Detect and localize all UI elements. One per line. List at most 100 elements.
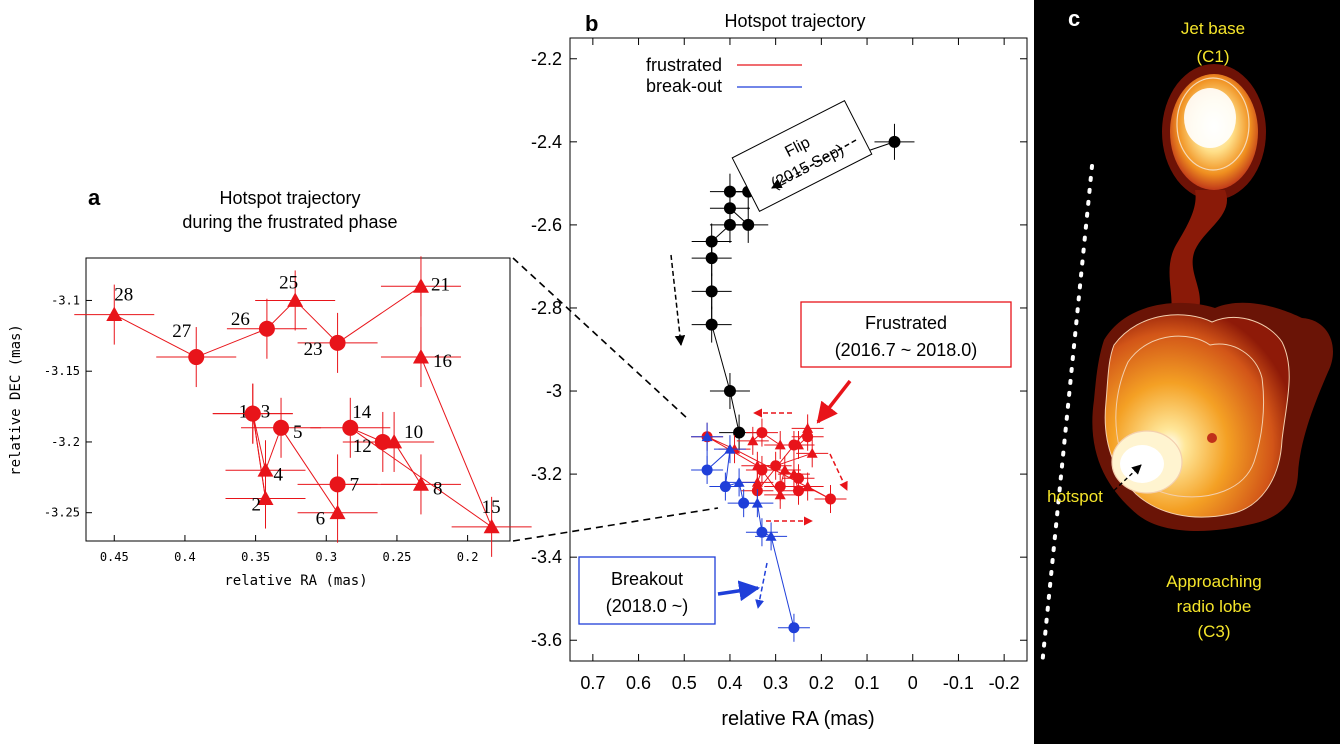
- radio-lobe-blob: [1092, 302, 1333, 531]
- panel-b-series: [691, 123, 915, 642]
- b-point-triangle-frustrated: [779, 464, 791, 475]
- b-point-circle-frustrated: [824, 493, 836, 505]
- b-point-circle-frustrated: [793, 485, 804, 497]
- flip-down-arrow: [670, 254, 686, 347]
- b-point-circle-flip: [733, 426, 746, 439]
- a-point-label-1: 1: [239, 402, 249, 423]
- b-point-circle-break-out: [719, 481, 731, 493]
- a-point-label-7: 7: [350, 474, 360, 495]
- a-point-label-25: 25: [279, 272, 298, 293]
- b-y-tick-label: -2.6: [531, 215, 562, 235]
- panel-c-letter: c: [1068, 6, 1080, 31]
- a-point-circle-7: [329, 476, 346, 493]
- b-point-circle-flip: [705, 252, 718, 265]
- a-point-label-3: 3: [261, 402, 271, 423]
- a-trajectory-segment: [280, 427, 338, 513]
- legend-frustrated-label: frustrated: [646, 55, 722, 75]
- a-point-label-14: 14: [352, 402, 372, 423]
- b-y-tick-label: -2.8: [531, 298, 562, 318]
- jet-base-label-line2: (C1): [1196, 47, 1229, 66]
- panel-b-legend: frustrated break-out: [646, 55, 802, 96]
- hotspot-label: hotspot: [1047, 487, 1103, 506]
- breakout-box-line1: Breakout: [611, 569, 683, 589]
- b-x-tick-label: 0.6: [626, 673, 651, 693]
- b-point-circle-break-out: [756, 526, 768, 538]
- a-x-tick-label: 0.45: [100, 550, 129, 564]
- a-point-triangle-25: [287, 292, 304, 307]
- a-point-circle-5: [273, 419, 290, 436]
- frustrated-box-line2: (2016.7 ~ 2018.0): [835, 340, 978, 360]
- b-point-triangle-frustrated: [747, 435, 759, 446]
- b-point-triangle-break-out: [765, 530, 777, 541]
- a-point-circle-3: [244, 405, 261, 422]
- a-point-label-12: 12: [353, 436, 372, 457]
- a-point-circle-12: [374, 433, 391, 450]
- b-point-triangle-frustrated: [806, 447, 818, 458]
- a-trajectory-segment: [252, 413, 266, 471]
- a-trajectory-segment: [393, 441, 422, 485]
- a-point-label-15: 15: [482, 497, 501, 518]
- a-point-circle-26: [258, 320, 275, 337]
- jet-base-blob: [1162, 64, 1266, 200]
- panel-b: b Hotspot trajectory 0.7 0.6 0.5 0.4 0.3 0.2 0…: [531, 11, 1028, 730]
- b-point-triangle-frustrated: [751, 476, 763, 487]
- panel-a-y-label: relative DEC (mas): [8, 324, 24, 476]
- b-point-circle-frustrated: [756, 427, 768, 439]
- b-y-tick-label: -3.6: [531, 630, 562, 650]
- a-point-label-23: 23: [304, 339, 323, 360]
- breakout-box-line2: (2018.0 ~): [606, 596, 689, 616]
- a-trajectory-segment: [294, 300, 338, 344]
- breakout-box: [578, 556, 716, 625]
- a-point-circle-27: [188, 349, 205, 366]
- a-point-label-27: 27: [172, 321, 191, 342]
- frustrated-arrow: [816, 379, 852, 424]
- panel-b-x-label: relative RA (mas): [721, 708, 874, 730]
- a-trajectory-segment: [196, 328, 268, 358]
- panel-a-y-ticks: -3.1 -3.15 -3.2 -3.25: [44, 293, 92, 520]
- b-x-tick-label: 0.3: [763, 673, 788, 693]
- a-trajectory-segment: [420, 356, 493, 528]
- b-point-triangle-break-out: [701, 431, 713, 442]
- frustrated-box: [800, 301, 1012, 368]
- a-point-label-4: 4: [273, 464, 283, 485]
- a-point-triangle-8: [412, 476, 429, 491]
- jet-axis-dotted-line: [1040, 164, 1094, 668]
- a-x-tick-label: 0.3: [315, 550, 337, 564]
- panel-b-y-ticks: -2.2 -2.4 -2.6 -2.8 -3 -3.2 -3.4 -3.6: [531, 49, 1027, 650]
- panel-a-x-ticks: 0.45 0.4 0.35 0.3 0.25 0.2: [100, 535, 478, 564]
- a-point-label-8: 8: [433, 478, 443, 499]
- breakout-arrow: [717, 580, 761, 602]
- b-point-triangle-frustrated: [788, 468, 800, 479]
- a-point-circle-14: [342, 419, 359, 436]
- a-point-label-10: 10: [404, 422, 423, 443]
- a-point-label-16: 16: [433, 351, 452, 372]
- b-x-tick-label: 0.2: [809, 673, 834, 693]
- b-point-triangle-break-out: [724, 443, 736, 454]
- legend-breakout-label: break-out: [646, 76, 722, 96]
- zoom-connector-bottom: [512, 507, 719, 542]
- a-trajectory-segment: [114, 314, 197, 358]
- b-y-tick-label: -3.4: [531, 547, 562, 567]
- b-x-tick-label: -0.1: [943, 673, 974, 693]
- a-point-triangle-16: [412, 349, 429, 364]
- b-y-tick-label: -2.2: [531, 49, 562, 69]
- a-x-tick-label: 0.35: [241, 550, 270, 564]
- frustrated-dash-arrow-right: [829, 453, 848, 491]
- b-point-circle-flip: [723, 385, 736, 398]
- panel-b-letter: b: [585, 11, 598, 36]
- b-point-triangle-break-out: [733, 476, 745, 487]
- panel-b-x-ticks: 0.7 0.6 0.5 0.4 0.3 0.2 0.1 0 -0.1 -0.2: [580, 38, 1020, 693]
- lobe-label-line1: Approaching: [1166, 572, 1261, 591]
- b-y-tick-label: -2.4: [531, 132, 562, 152]
- a-point-label-5: 5: [293, 422, 303, 443]
- a-point-triangle-15: [483, 518, 500, 534]
- a-y-tick-label: -3.1: [51, 293, 80, 307]
- lobe-label-line3: (C3): [1197, 622, 1230, 641]
- panel-c: c Jet base (C1) hotspot Approaching radi…: [1034, 0, 1340, 744]
- a-y-tick-label: -3.25: [44, 506, 80, 520]
- b-point-circle-break-out: [701, 464, 713, 476]
- a-point-label-6: 6: [316, 509, 326, 530]
- b-x-tick-label: 0.7: [580, 673, 605, 693]
- b-point-triangle-frustrated: [774, 439, 786, 450]
